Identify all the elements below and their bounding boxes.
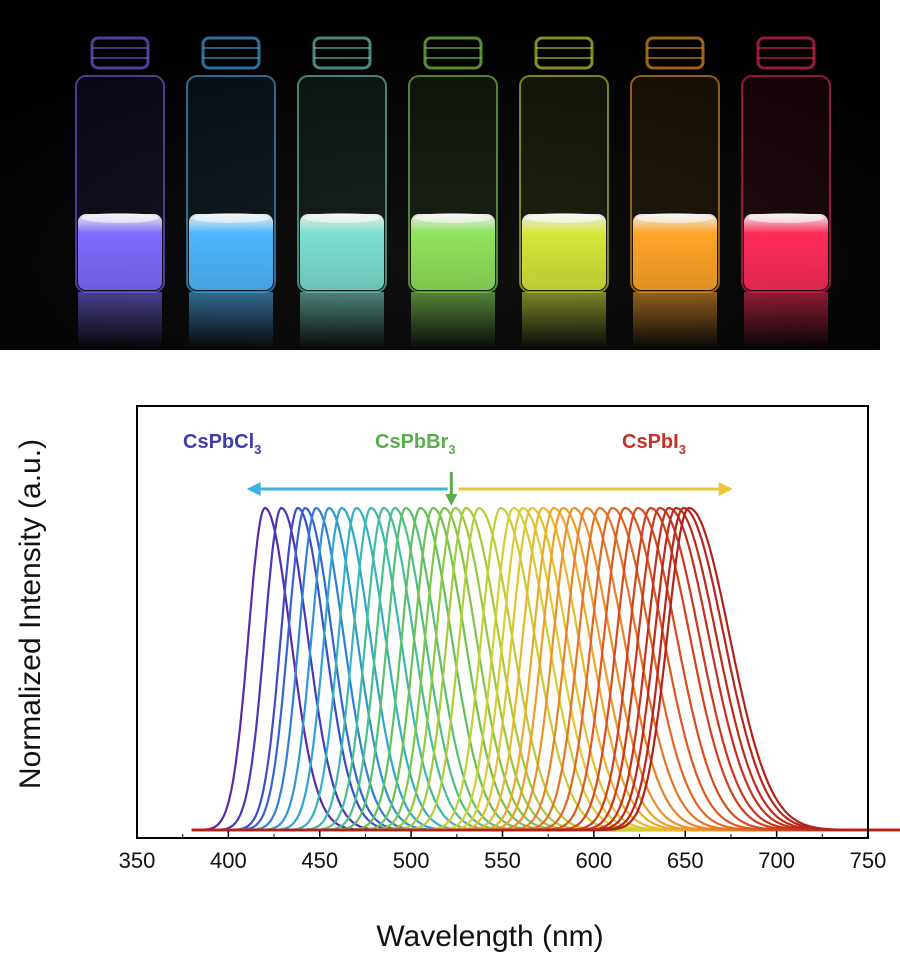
emission-curves: [191, 506, 900, 832]
vial: [75, 36, 165, 348]
annotation-cspbi3: CsPbI3: [622, 431, 686, 457]
annotation-cspbbr3: CsPbBr3: [375, 431, 456, 457]
x-tick-label: 650: [667, 848, 704, 873]
emission-curve: [191, 506, 900, 832]
x-tick-label: 400: [210, 848, 247, 873]
vials-group: [75, 36, 831, 348]
vial: [519, 36, 609, 348]
annotation-cspbbr3-main: CsPbBr: [375, 431, 449, 453]
vial: [186, 36, 276, 348]
x-tick-label: 700: [758, 848, 795, 873]
x-axis-ticks: 350 400 450 500 550 600 650 700 750: [119, 831, 887, 873]
x-axis-label: Wavelength (nm): [376, 920, 603, 953]
annotation-cspbi3-main: CsPbI: [622, 431, 679, 453]
arrow-blue-shift-head: [246, 482, 261, 496]
x-tick-label: 350: [119, 848, 156, 873]
x-tick-label: 550: [484, 848, 521, 873]
annotation-cspbcl3: CsPbCl3: [183, 431, 261, 457]
annotation-cspbcl3-main: CsPbCl: [183, 431, 254, 453]
shift-arrows: [246, 472, 733, 506]
x-tick-label: 500: [393, 848, 430, 873]
x-tick-label: 750: [850, 848, 887, 873]
x-tick-label: 450: [301, 848, 338, 873]
annotation-cspbbr3-sub: 3: [448, 442, 455, 457]
vial: [630, 36, 720, 348]
vial: [741, 36, 831, 348]
y-axis-label: Normalized Intensity (a.u.): [14, 439, 47, 789]
arrow-red-shift-head: [718, 482, 733, 496]
vial: [408, 36, 498, 348]
vial: [297, 36, 387, 348]
chart: 350 400 450 500 550 600 650 700 750 CsPbCl3 CsPb…: [14, 405, 900, 953]
annotation-cspbcl3-sub: 3: [254, 442, 261, 457]
annotation-cspbi3-sub: 3: [679, 442, 686, 457]
arrow-center-head: [445, 494, 458, 506]
emission-curve: [191, 506, 900, 832]
x-tick-label: 600: [576, 848, 613, 873]
vials-photo: [0, 0, 880, 350]
